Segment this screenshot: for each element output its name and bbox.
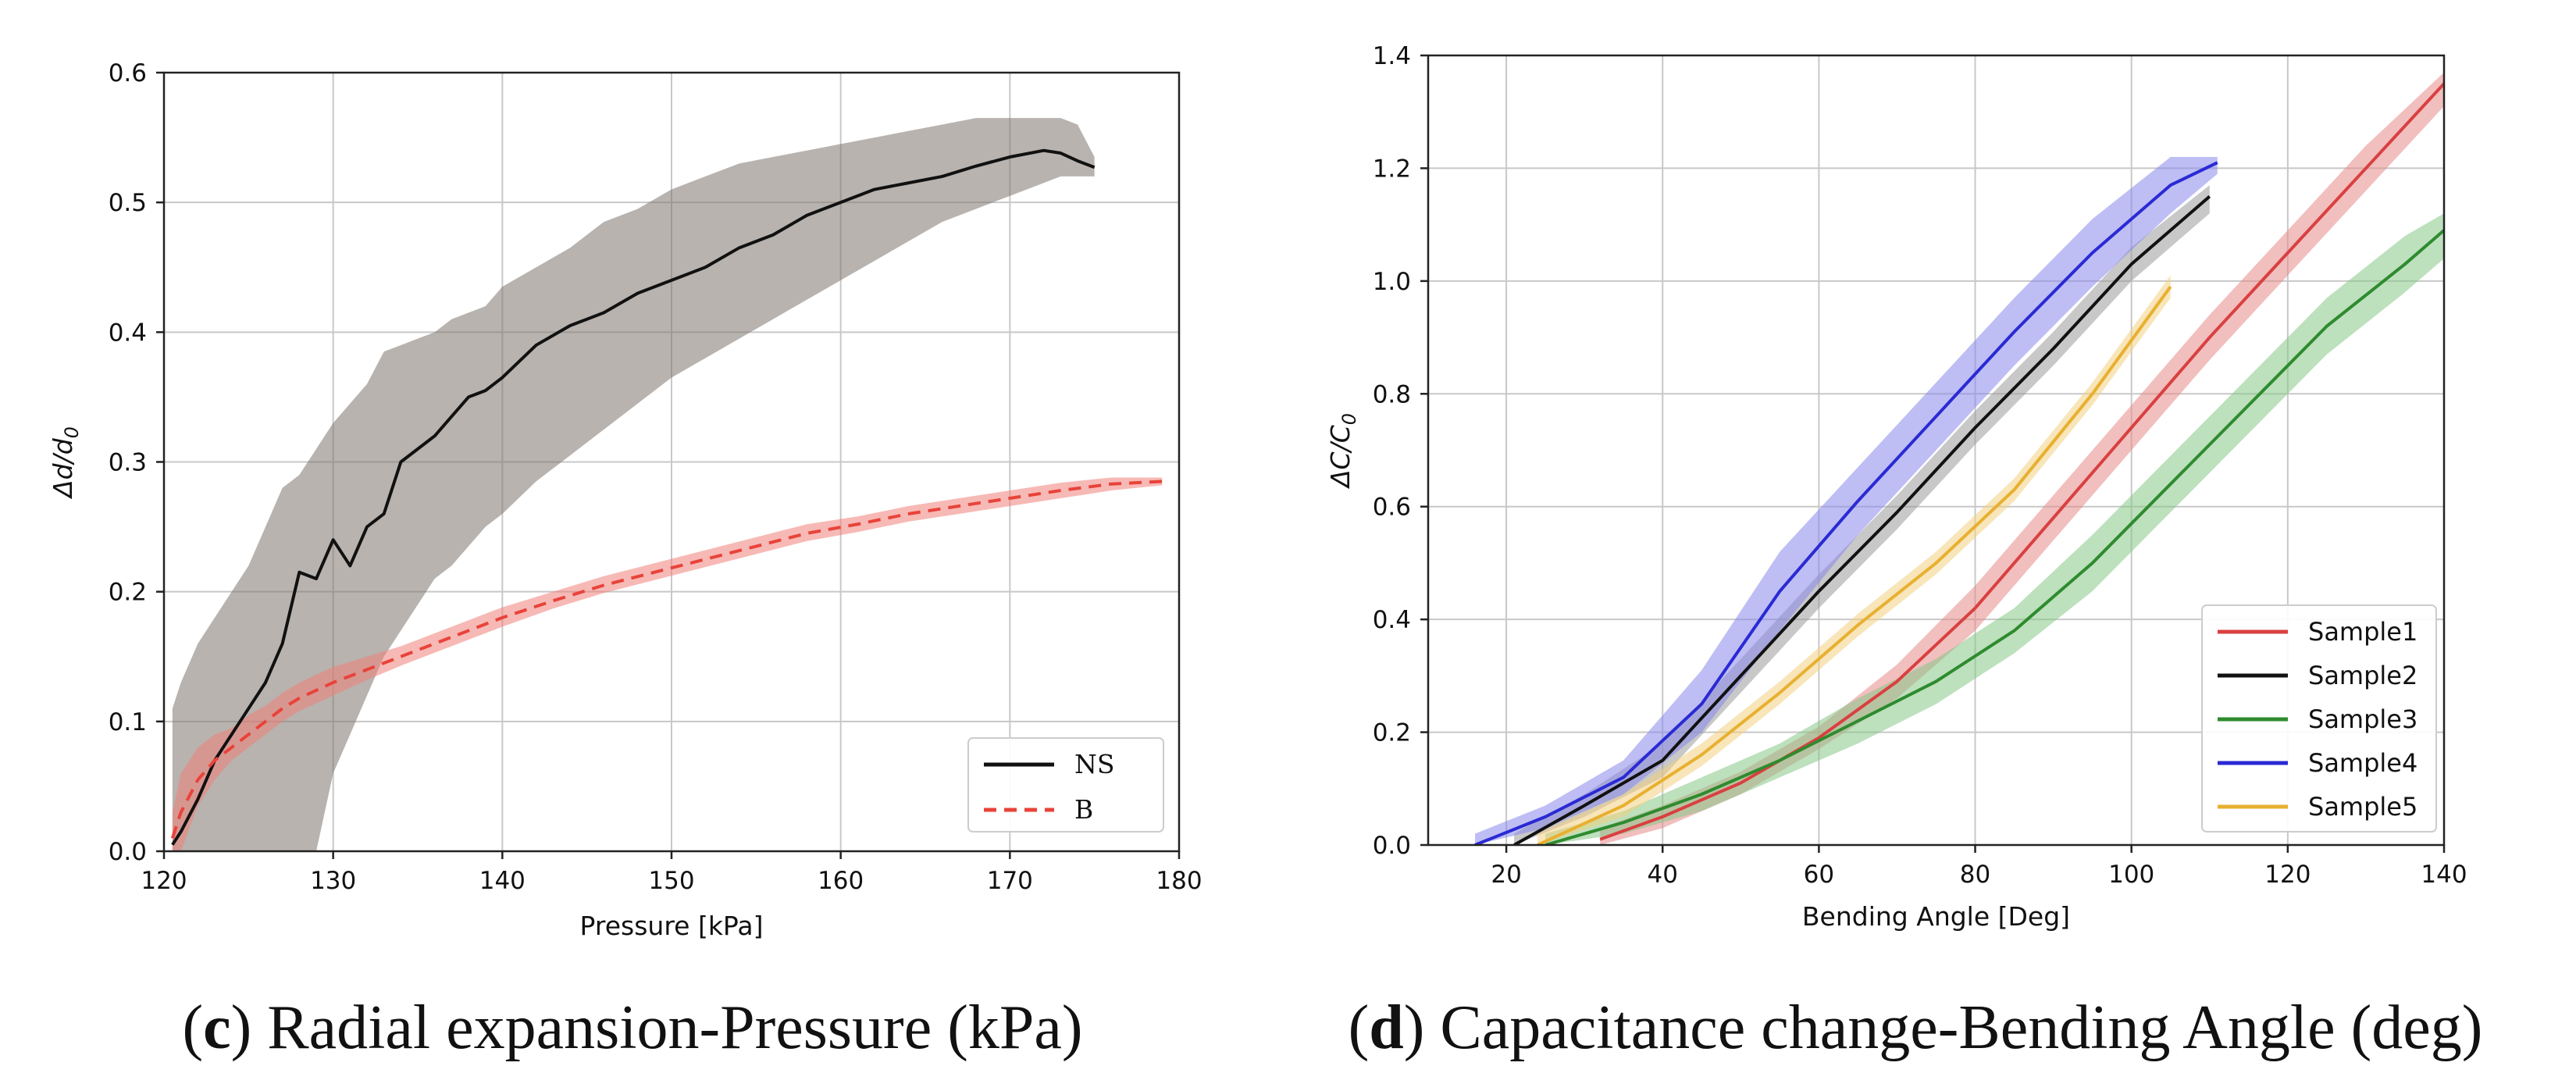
ylabel-subscript: 0 [61,426,83,438]
y-tick-label: 0.2 [109,579,147,607]
x-tick-label: 20 [1491,861,1521,889]
y-tick-label: 0.4 [109,319,147,347]
x-tick-label: 140 [479,867,526,895]
series-line-sample1 [1599,82,2444,841]
legend-box [967,737,1164,833]
panel-c-chart: 120 130 140 150 160 170 180 0.0 0.1 0.2 0.3 0.4 0.5 0… [48,59,1202,1062]
y-tick-label: 0.6 [1373,494,1411,522]
panel-c-caption-open: ( [183,993,204,1062]
y-tick-label: 0.8 [1373,380,1411,408]
panel-d-caption-open: ( [1349,993,1370,1062]
x-tick-label: 180 [1156,867,1202,895]
legend-label-sample5: Sample5 [2308,792,2417,822]
panel-d-chart: 20 40 60 80 100 120 140 0.0 0.2 0.4 0.6 0.8 1.0 1.2 1.… [1325,42,2482,1062]
band-b [172,477,1163,851]
panel-d-caption-letter: d [1369,993,1404,1062]
legend-label-sample4: Sample4 [2308,748,2417,778]
y-tick-label: 1.2 [1373,155,1411,183]
legend-label-ns: NS [1074,749,1114,779]
ylabel-main: Δd/d [48,437,78,500]
series-line-sample4 [1474,161,2218,845]
y-tick-label: 0.0 [1373,832,1411,860]
series-line-ns [171,148,1096,846]
legend-label-sample3: Sample3 [2308,704,2417,734]
legend-label-sample2: Sample2 [2308,661,2417,690]
x-tick-label: 170 [987,867,1033,895]
panel-c-caption: (c) Radial expansion-Pressure (kPa) [183,993,1083,1062]
legend-box [2201,604,2437,833]
legend-label-sample1: Sample1 [2308,617,2417,647]
panel-c-lines [170,148,1163,846]
x-tick-label: 150 [648,867,694,895]
panel-d-bands [1475,72,2444,845]
series-line-sample3 [1545,229,2444,845]
panel-c-caption-close: ) [231,993,252,1062]
series-line-b [170,480,1163,840]
panel-d-caption-text: Capacitance change-Bending Angle (deg) [1424,993,2482,1062]
y-tick-label: 1.0 [1373,268,1411,296]
y-tick-label: 0.6 [109,59,147,87]
panel-c-bands [172,118,1163,851]
band-sample4 [1475,156,2218,845]
ylabel-subscript: 0 [1338,413,1360,425]
y-tick-label: 0.2 [1373,719,1411,747]
panel-c-caption-letter: c [203,993,231,1062]
panel-d-frame [1427,54,2446,847]
legend-label-b: B [1074,794,1093,825]
panel-d-xlabel: Bending Angle [Deg] [1802,901,2070,932]
x-tick-label: 120 [2264,861,2311,889]
y-tick-label: 0.0 [109,838,147,866]
panel-d-caption: (d) Capacitance change-Bending Angle (de… [1349,993,2483,1062]
panel-c-caption-text: Radial expansion-Pressure (kPa) [251,993,1082,1062]
y-tick-label: 0.1 [109,708,147,736]
x-tick-label: 130 [310,867,356,895]
y-tick-label: 0.4 [1373,606,1411,634]
ylabel-main: ΔC/C [1325,425,1356,490]
x-tick-label: 100 [2108,861,2154,889]
x-tick-label: 40 [1648,861,1678,889]
panel-c-xlabel: Pressure [kPa] [580,911,764,941]
band-ns [172,118,1095,851]
x-tick-label: 160 [818,867,864,895]
panel-c-ticks: 120 130 140 150 160 170 180 0.0 0.1 0.2 0.3 0.4 0.5 0… [109,59,1202,895]
panel-c-legend: NS B [967,737,1164,833]
y-tick-label: 0.3 [109,449,147,477]
x-tick-label: 120 [141,867,187,895]
panel-c-ylabel: Δd/d0 [48,426,83,500]
panel-d-lines [1474,82,2444,845]
panel-d-ticks: 20 40 60 80 100 120 140 0.0 0.2 0.4 0.6 0.8 1.0 1.2 1.… [1373,42,2467,889]
x-tick-label: 80 [1960,861,1990,889]
x-tick-label: 60 [1804,861,1834,889]
panel-d-caption-close: ) [1404,993,1425,1062]
panel-d-ylabel: ΔC/C0 [1325,413,1360,490]
series-line-sample2 [1513,195,2211,845]
y-tick-label: 0.5 [109,189,147,217]
x-tick-label: 140 [2421,861,2467,889]
y-tick-label: 1.4 [1373,42,1411,70]
band-sample3 [1545,213,2444,845]
band-sample2 [1514,185,2210,845]
series-line-sample5 [1537,285,2172,845]
panel-d-legend: Sample1 Sample2 Sample3 Sample4 Sample5 [2201,604,2437,833]
